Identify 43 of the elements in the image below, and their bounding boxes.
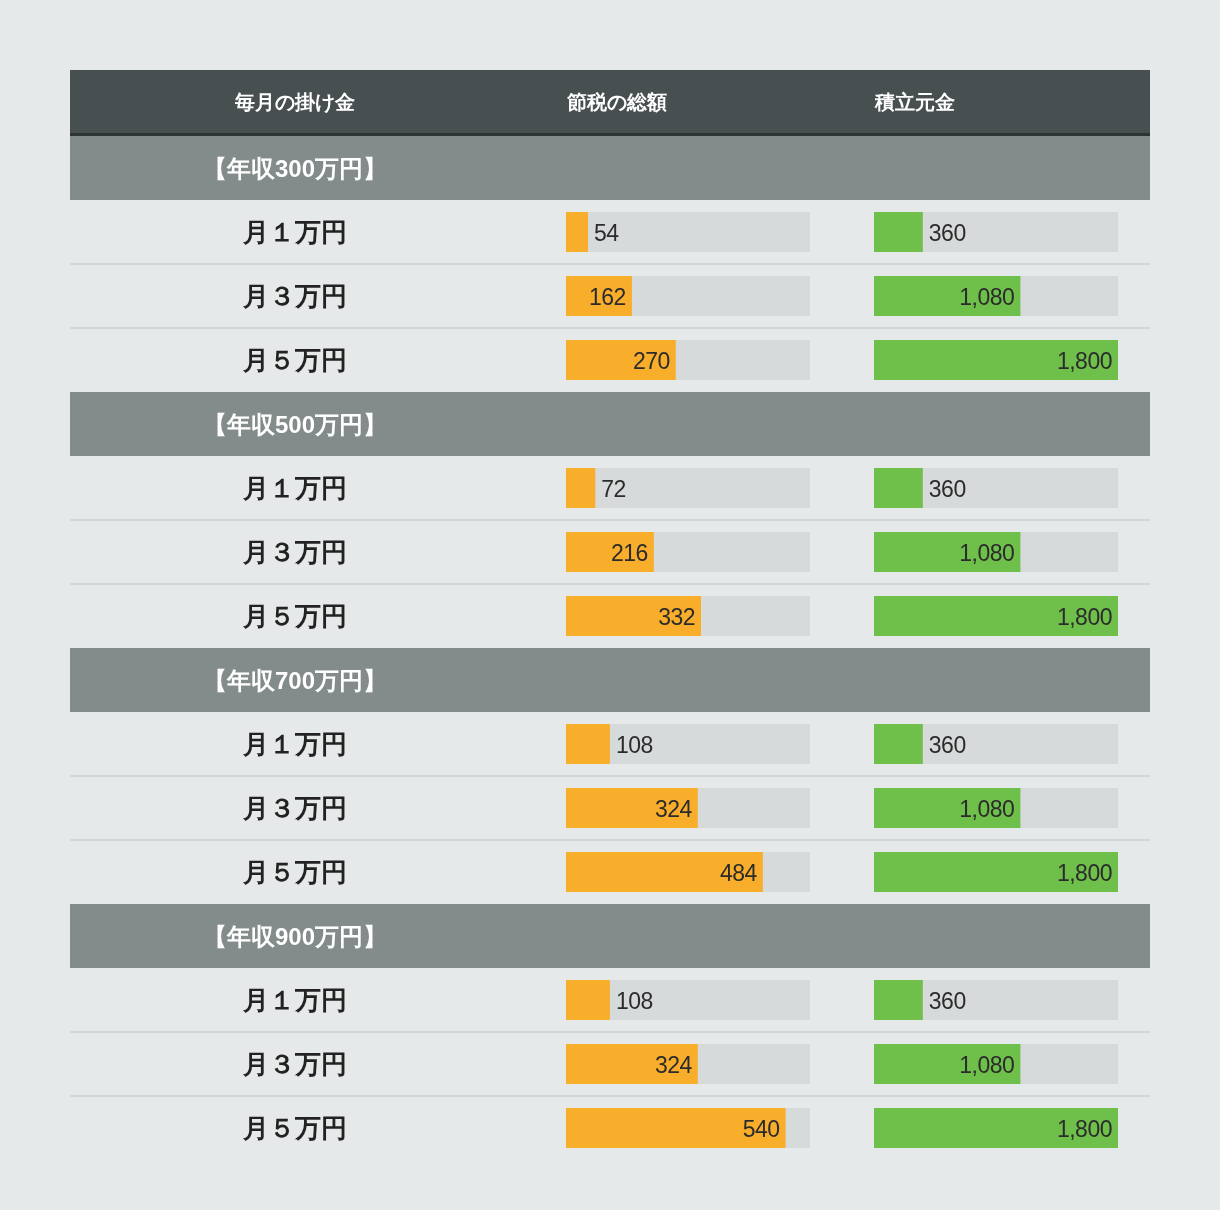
data-label: 108 — [615, 988, 653, 1014]
data-label: 360 — [928, 476, 966, 502]
data-label: 72 — [601, 476, 626, 502]
data-label: 1,800 — [1056, 348, 1112, 374]
data-label: 324 — [654, 796, 693, 822]
data-label: 1,800 — [1056, 604, 1112, 630]
data-label: 216 — [610, 540, 648, 566]
data-label: 540 — [742, 1116, 780, 1142]
y-tick-label: 月５万円 — [242, 857, 347, 887]
data-label: 54 — [593, 220, 620, 246]
y-tick-label: 月１万円 — [242, 729, 347, 759]
y-axis-title: 毎月の掛け金 — [234, 90, 355, 114]
text: 【年収500万円】 — [202, 410, 388, 438]
y-tick-label: 月５万円 — [242, 601, 347, 631]
y-tick-label: 月３万円 — [242, 793, 347, 823]
text: 節税の総額 — [566, 90, 667, 113]
text: 【年収900万円】 — [202, 922, 388, 950]
y-tick-label: 月３万円 — [242, 281, 347, 311]
data-label: 360 — [928, 988, 966, 1014]
data-label: 1,080 — [959, 540, 1015, 566]
data-label: 1,800 — [1056, 860, 1112, 886]
text: 【年収700万円】 — [202, 666, 388, 694]
data-label: 162 — [589, 284, 626, 310]
y-tick-label: 月５万円 — [242, 1113, 347, 1143]
y-tick-label: 月３万円 — [242, 1049, 347, 1079]
y-tick-label: 月３万円 — [242, 537, 347, 567]
data-label: 484 — [719, 860, 758, 886]
data-label: 360 — [928, 732, 966, 758]
y-tick-label: 月１万円 — [242, 473, 347, 503]
text: 積立元金 — [874, 90, 955, 113]
data-label: 1,080 — [959, 1052, 1015, 1078]
data-label: 1,800 — [1056, 1116, 1112, 1142]
y-tick-label: 月５万円 — [242, 345, 347, 375]
data-label: 324 — [654, 1052, 693, 1078]
data-label: 108 — [615, 732, 653, 758]
data-label: 360 — [928, 220, 966, 246]
y-tick-label: 月１万円 — [242, 985, 347, 1015]
data-label: 332 — [658, 604, 696, 630]
text: 【年収300万円】 — [202, 154, 388, 182]
data-label: 1,080 — [959, 796, 1015, 822]
y-tick-label: 月１万円 — [242, 217, 347, 247]
data-label: 1,080 — [959, 284, 1015, 310]
data-label: 270 — [632, 348, 670, 374]
